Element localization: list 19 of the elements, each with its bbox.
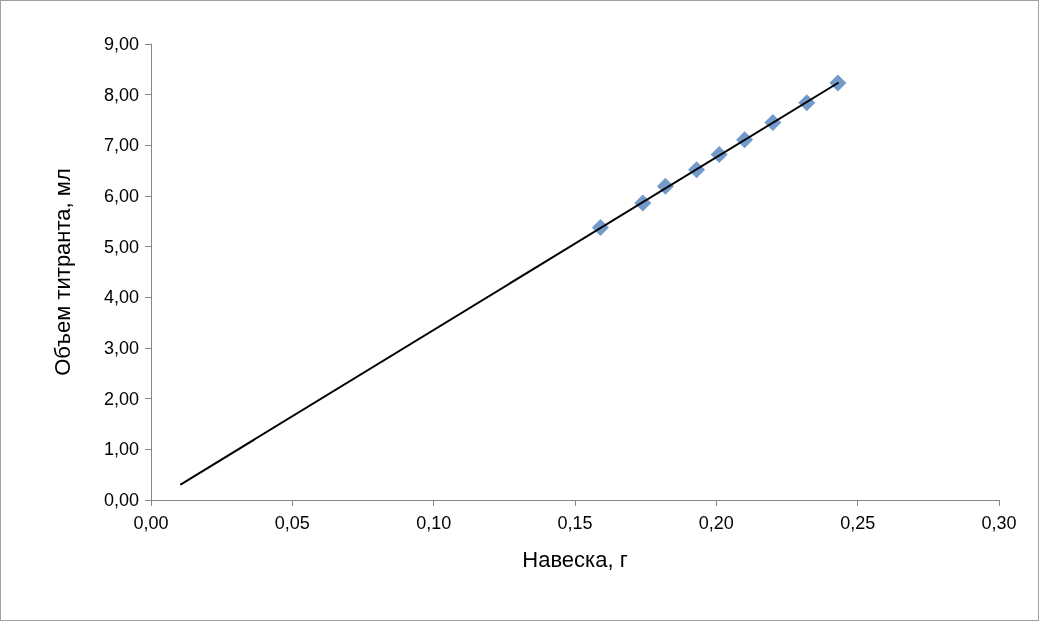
y-tick-label: 6,00 [103, 186, 139, 206]
y-tick-label: 3,00 [103, 338, 139, 358]
y-tick-label: 2,00 [103, 388, 139, 409]
y-tick-label: 1,00 [103, 439, 139, 460]
y-tick-label: 9,00 [103, 34, 139, 54]
y-tick-label: 7,00 [103, 135, 139, 156]
y-tick-label: 0,00 [103, 490, 139, 510]
x-tick-label: 0,25 [840, 513, 876, 533]
x-tick-label: 0,05 [274, 513, 310, 533]
x-tick-label: 0,15 [557, 513, 593, 533]
y-axis-title: Объем титранта, мл [49, 168, 75, 376]
x-tick-label: 0,20 [698, 513, 734, 533]
x-axis-title: Навеска, г [522, 546, 628, 572]
y-tick-label: 4,00 [103, 287, 139, 308]
x-tick-label: 0,10 [416, 513, 452, 533]
x-tick-label: 0,30 [981, 513, 1017, 533]
x-tick-label: 0,00 [133, 513, 169, 533]
y-tick-label: 8,00 [103, 84, 139, 105]
y-tick-label: 5,00 [103, 236, 139, 257]
